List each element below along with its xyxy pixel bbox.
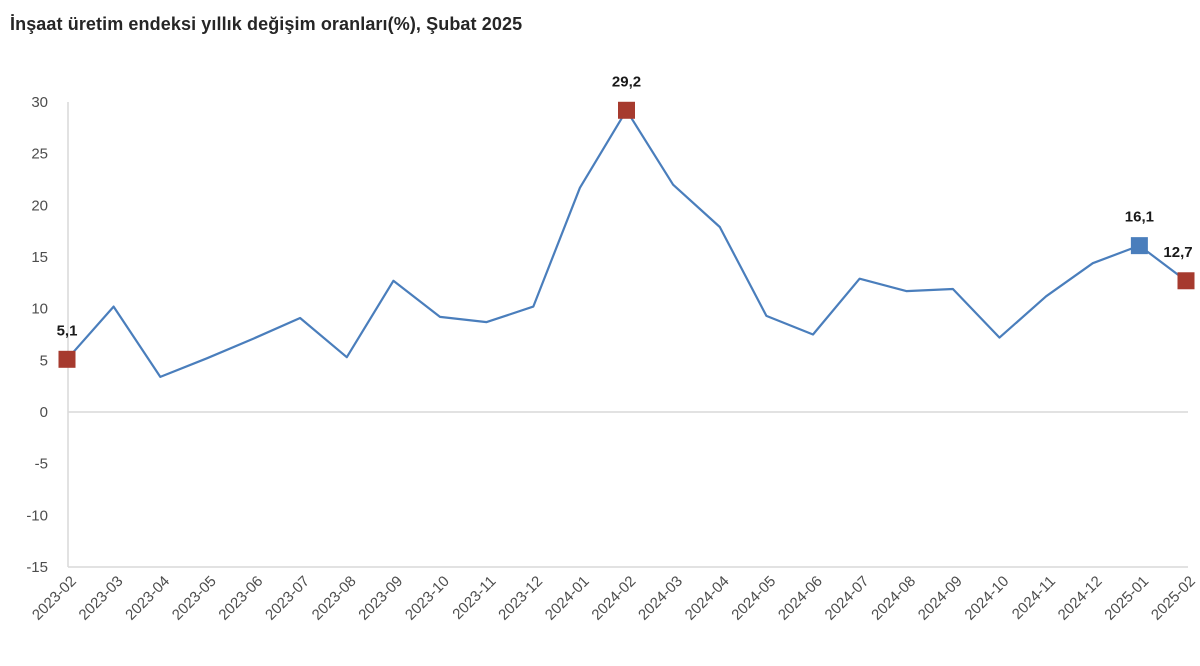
data-point-label-2024-02: 29,2 — [612, 73, 641, 90]
point-marker-2025-01 — [1130, 237, 1148, 255]
x-tick-label: 2023-11 — [449, 573, 499, 623]
y-tick-label: 5 — [40, 352, 48, 369]
x-tick-label: 2024-01 — [542, 573, 593, 624]
x-tick-label: 2023-02 — [29, 573, 80, 624]
data-point-label-2025-01: 16,1 — [1125, 209, 1154, 226]
x-tick-label: 2024-06 — [775, 573, 826, 624]
x-tick-label: 2023-05 — [169, 573, 220, 624]
y-tick-label: 30 — [31, 94, 48, 111]
y-tick-label: 20 — [31, 197, 48, 214]
x-tick-label: 2025-02 — [1148, 573, 1199, 624]
x-tick-label: 2024-07 — [821, 573, 872, 624]
x-tick-label: 2023-03 — [75, 573, 126, 624]
y-tick-label: 25 — [31, 146, 48, 163]
point-marker-2023-02 — [58, 350, 76, 368]
x-tick-label: 2023-06 — [215, 573, 266, 624]
x-tick-label: 2023-08 — [309, 573, 360, 624]
y-tick-label: -5 — [35, 456, 48, 473]
x-tick-label: 2024-04 — [682, 573, 733, 624]
y-tick-label: -15 — [26, 559, 48, 576]
x-tick-label: 2023-04 — [122, 573, 173, 624]
y-tick-label: 15 — [31, 249, 48, 266]
y-tick-label: -10 — [26, 507, 48, 524]
point-marker-2024-02 — [618, 101, 635, 119]
x-tick-label: 2025-01 — [1101, 573, 1152, 624]
series-line — [65, 109, 1188, 378]
x-tick-label: 2024-09 — [915, 573, 966, 624]
x-tick-label: 2024-12 — [1055, 573, 1106, 624]
x-tick-label: 2023-12 — [495, 573, 546, 624]
point-marker-2025-02 — [1177, 272, 1195, 290]
x-tick-label: 2024-11 — [1009, 573, 1059, 623]
x-tick-label: 2023-10 — [402, 573, 453, 624]
x-tick-label: 2023-07 — [262, 573, 313, 624]
x-tick-label: 2024-10 — [961, 573, 1012, 624]
x-tick-label: 2024-03 — [635, 573, 686, 624]
chart-title: İnşaat üretim endeksi yıllık değişim ora… — [10, 14, 523, 34]
y-tick-label: 0 — [40, 404, 48, 421]
data-point-label-2023-02: 5,1 — [57, 322, 78, 339]
data-point-label-2025-02: 12,7 — [1163, 244, 1192, 261]
x-tick-label: 2024-08 — [868, 573, 919, 624]
x-tick-label: 2024-02 — [588, 573, 639, 624]
y-tick-label: 10 — [31, 301, 48, 318]
x-tick-label: 2023-09 — [355, 573, 406, 624]
x-tick-label: 2024-05 — [728, 573, 779, 624]
